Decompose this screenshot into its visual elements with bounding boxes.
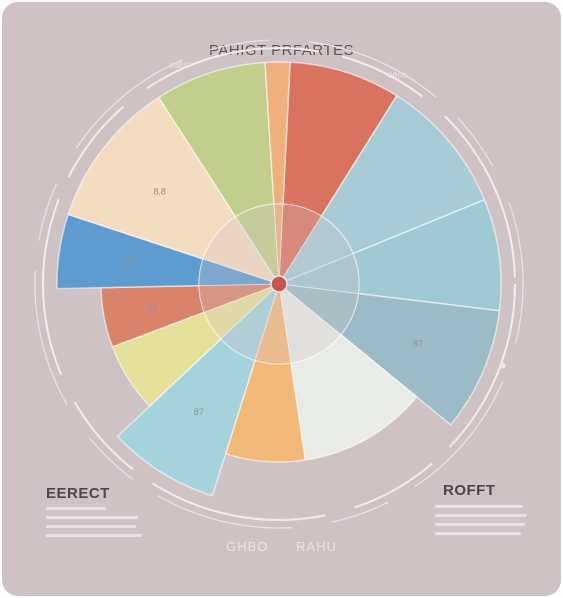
legend-right-text [435,505,527,541]
slice-label-peach: 8.8 [153,187,166,197]
pie-slices [56,61,502,497]
footer-left: GHBO [226,539,269,554]
chart-footer: GHBO RAHU [2,539,561,554]
slice-label-grey-blue: 8? [413,338,423,348]
slice-label-sky: 87 [194,407,204,417]
legend-left-title: EERECT [46,485,110,502]
pie-slice-inner-apricot [273,203,284,285]
rim-label-2: OBSO [387,73,408,80]
legend-right-title: ROFFT [443,482,496,499]
slice-label-blue: 08 [125,257,135,267]
slice-label-terracotta: 68 [147,303,157,313]
center-hub [270,275,288,293]
rim-label-1: GBEIO [169,63,192,70]
pie-labels: 8? 87 68 08 8.8 [125,187,423,417]
chart-title: PAHIGT PRFARTES [208,42,355,59]
legend-left-text [46,507,142,543]
footer-right: RAHU [296,539,337,554]
outer-rings [34,39,524,529]
ring-marker [499,362,506,369]
